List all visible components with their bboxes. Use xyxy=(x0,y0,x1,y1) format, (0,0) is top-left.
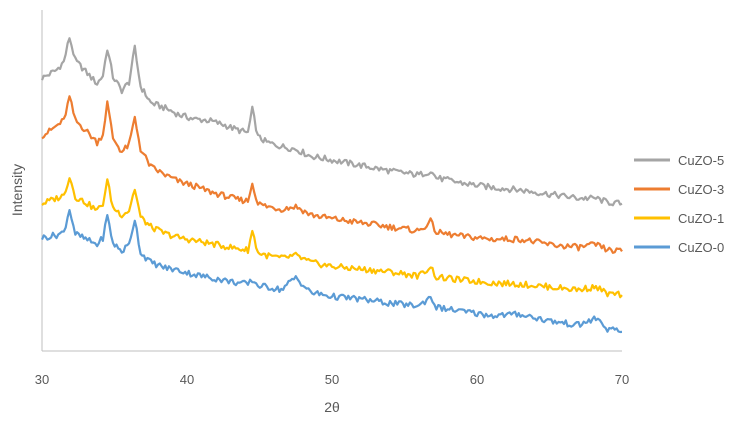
x-tick-label: 70 xyxy=(615,372,629,387)
y-axis-title: Intensity xyxy=(9,164,25,216)
series-line-cuzo-3 xyxy=(41,95,623,254)
series-line-cuzo-1 xyxy=(41,177,623,299)
x-tick-label: 30 xyxy=(35,372,49,387)
series-layer xyxy=(40,37,623,334)
legend: CuZO-5 CuZO-3 CuZO-1 CuZO-0 xyxy=(634,153,724,255)
legend-label-cuzo-3: CuZO-3 xyxy=(678,182,724,197)
x-axis-title: 2θ xyxy=(324,399,340,415)
x-tick-labels: 30 40 50 60 70 xyxy=(35,372,629,387)
legend-label-cuzo-5: CuZO-5 xyxy=(678,153,724,168)
x-tick-label: 60 xyxy=(470,372,484,387)
legend-label-cuzo-1: CuZO-1 xyxy=(678,211,724,226)
x-tick-label: 40 xyxy=(180,372,194,387)
series-line-cuzo-0 xyxy=(40,209,623,334)
series-line-cuzo-5 xyxy=(40,37,623,207)
legend-label-cuzo-0: CuZO-0 xyxy=(678,240,724,255)
x-tick-label: 50 xyxy=(325,372,339,387)
